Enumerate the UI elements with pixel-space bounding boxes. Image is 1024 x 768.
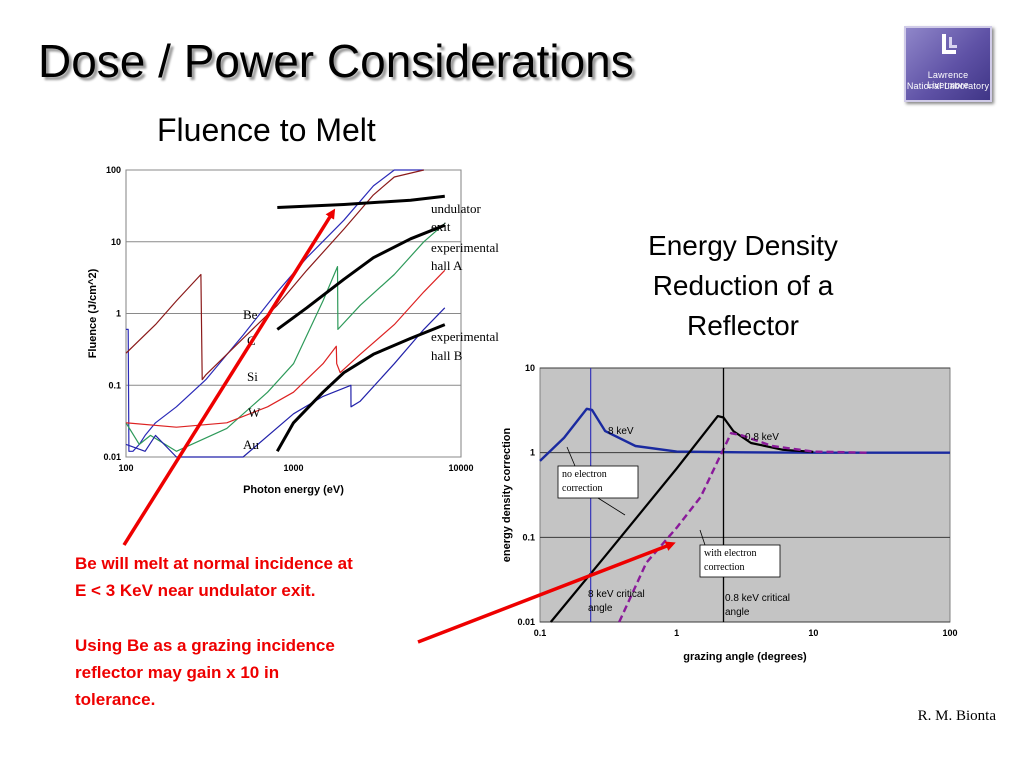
right-title-line-1: Energy Density [648,230,838,261]
y-tick-label: 1 [116,309,121,319]
label-experimental-b: experimental [431,329,499,344]
y-tick-label: 0.01 [517,617,535,627]
label-au: Au [243,437,259,452]
y-tick-label: 0.1 [108,380,121,390]
logo-text-line-1: Lawrence Livermore [927,70,969,90]
y-axis-title: Fluence (J/cm^2) [87,268,99,358]
label-0-8kev-critical: 0.8 keV critical [725,593,790,604]
series-8-kev [539,407,950,462]
reflector-note-line-1: Using Be as a grazing incidence [75,636,335,655]
label-w: W [248,405,261,420]
no-correction-box [557,465,639,499]
reflector-arrow [417,541,676,644]
logo-text-line-2: National Laboratory [906,81,990,91]
x-tick-label: 100 [942,628,957,638]
melt-arrow [122,208,336,546]
slide-title: Dose / Power Considerations [38,35,634,87]
right-title-line-2: Reduction of a [652,270,834,301]
label-correction-1: correction [562,483,603,494]
with-correction-pointer [699,529,706,546]
reflector-note-line-3: tolerance. [75,690,156,709]
label-angle-2: angle [725,607,750,618]
x-tick-label: 10 [808,628,818,638]
right-chart-title: Energy Density Reduction of a Reflector [598,226,888,346]
label-angle-1: angle [588,603,613,614]
series-0-8-kev [618,432,868,623]
series-undulator-exit [277,194,445,209]
lab-logo: Lawrence Livermore National Laboratory [904,26,992,102]
melt-note-line-2: E < 3 KeV near undulator exit. [75,581,316,600]
y-tick-label: 1 [530,448,535,458]
with-correction-box [699,544,781,578]
series-si [125,222,446,452]
y-tick-label: 0.01 [103,452,121,462]
label-0-8kev: 0.8 keV [745,432,779,443]
series-c [125,169,424,381]
series-experimental-hall-a [276,223,446,331]
reflector-note-line-2: reflector may gain x 10 in [75,663,280,682]
label-no-electron: no electron [562,469,607,480]
author-credit: R. M. Bionta [917,708,996,724]
melt-note-line-1: Be will melt at normal incidence at [75,554,353,573]
left-chart-title: Fluence to Melt [157,112,376,148]
no-correction-pointer [566,446,576,467]
label-hall-b: hall B [431,348,463,363]
label-with-electron: with electron [704,548,756,559]
label-8kev: 8 keV [608,426,634,437]
right-title-line-3: Reflector [686,310,800,341]
label-exit: exit [431,219,451,234]
label-8kev-critical: 8 keV critical [588,589,645,600]
label-hall-a: hall A [431,258,463,273]
label-undulator: undulator [431,201,481,216]
no-correction-pointer-2 [597,497,626,516]
reflector-note: Using Be as a grazing incidence reflecto… [75,632,335,713]
x-tick-label: 0.1 [534,628,547,638]
logo-mark-icon [942,34,957,54]
series-w [125,269,446,428]
series-experimental-hall-b [275,323,446,453]
x-axis-title: grazing angle (degrees) [683,651,807,663]
melt-note: Be will melt at normal incidence at E < … [75,550,353,604]
y-tick-label: 100 [106,165,121,175]
label-be: Be [243,307,258,322]
y-tick-label: 10 [525,363,535,373]
x-tick-label: 1 [674,628,679,638]
label-si: Si [247,369,258,384]
y-tick-label: 0.1 [522,532,535,542]
y-tick-label: 10 [111,237,121,247]
label-experimental-a: experimental [431,240,499,255]
series-au [125,307,446,458]
x-axis-title: Photon energy (eV) [243,484,344,496]
y-axis-title: energy density correction [501,427,513,562]
x-tick-label: 1000 [283,463,303,473]
x-tick-label: 100 [118,463,133,473]
label-correction-2: correction [704,562,745,573]
x-tick-label: 10000 [448,463,473,473]
